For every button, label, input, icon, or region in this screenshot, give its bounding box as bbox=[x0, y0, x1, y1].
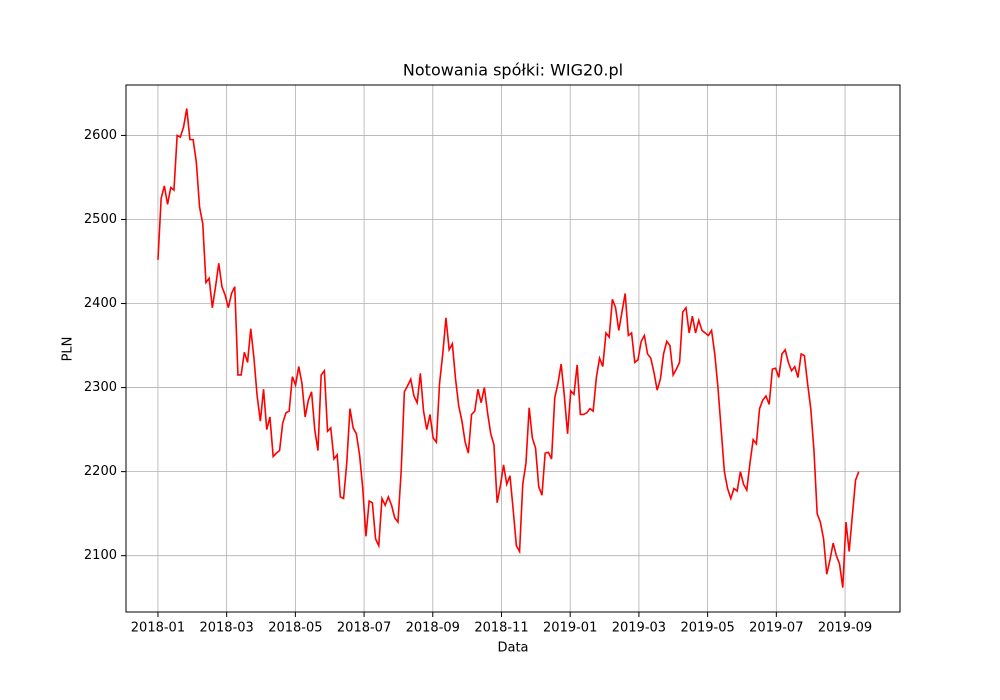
x-tick-label: 2019-01 bbox=[543, 621, 597, 636]
y-tick-label: 2500 bbox=[84, 212, 117, 227]
x-tick-label: 2018-01 bbox=[131, 621, 185, 636]
x-tick-label: 2018-05 bbox=[268, 621, 322, 636]
x-tick-label: 2019-07 bbox=[749, 621, 803, 636]
y-tick-label: 2400 bbox=[84, 296, 117, 311]
y-tick-label: 2300 bbox=[84, 380, 117, 395]
chart-title: Notowania spółki: WIG20.pl bbox=[403, 61, 623, 80]
x-tick-label: 2019-09 bbox=[818, 621, 872, 636]
y-tick-label: 2600 bbox=[84, 128, 117, 143]
y-tick-label: 2100 bbox=[84, 548, 117, 563]
x-tick-label: 2018-03 bbox=[199, 621, 253, 636]
x-tick-label: 2019-03 bbox=[612, 621, 666, 636]
y-axis-label: PLN bbox=[61, 337, 76, 362]
x-axis-label: Data bbox=[497, 641, 528, 656]
x-tick-label: 2018-09 bbox=[406, 621, 460, 636]
plot-frame bbox=[125, 84, 901, 613]
y-tick-label: 2200 bbox=[84, 464, 117, 479]
x-tick-label: 2018-07 bbox=[337, 621, 391, 636]
x-tick-label: 2019-05 bbox=[680, 621, 734, 636]
x-tick-label: 2018-11 bbox=[474, 621, 528, 636]
line-series bbox=[157, 108, 860, 588]
